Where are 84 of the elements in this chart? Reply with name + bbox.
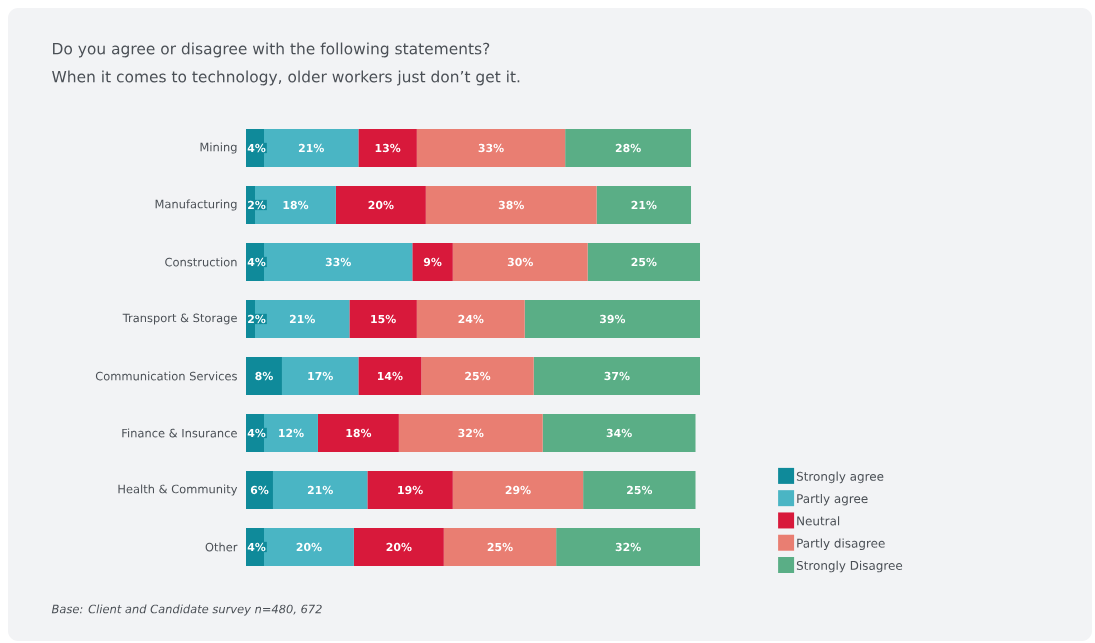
data-label: 28% — [615, 143, 641, 153]
data-label: 4% — [247, 257, 266, 267]
data-label: 21% — [298, 143, 324, 153]
data-label: 20% — [368, 200, 394, 210]
bar — [412, 242, 453, 281]
legend-label: Neutral — [797, 516, 840, 526]
data-label: 2% — [248, 314, 266, 324]
data-label: 32% — [458, 428, 484, 438]
data-label: 18% — [346, 428, 372, 438]
data-label: 20% — [386, 542, 412, 552]
y-tick-label: Transport & Storage — [122, 313, 237, 325]
bar — [452, 242, 588, 281]
data-label: 25% — [631, 257, 657, 267]
bar — [353, 527, 444, 566]
bar — [398, 413, 543, 452]
data-label: 33% — [325, 257, 351, 267]
bar — [587, 242, 701, 281]
data-label: 38% — [498, 200, 524, 210]
chart-subtitle: When it comes to technology, older workers just don’t get it. — [52, 70, 520, 86]
y-tick-label: Construction — [165, 257, 237, 267]
bar — [542, 413, 696, 452]
data-label: 21% — [631, 200, 657, 210]
legend-label: Partly disagree — [797, 538, 885, 551]
data-label: 15% — [371, 314, 396, 324]
bar — [349, 299, 417, 338]
data-label: 25% — [627, 485, 653, 495]
bar — [335, 185, 426, 224]
data-label: 14% — [377, 371, 403, 381]
data-label: 20% — [296, 542, 322, 552]
legend-label: Strongly agree — [796, 471, 884, 484]
bar — [443, 527, 557, 566]
bar — [416, 128, 566, 167]
data-label: 21% — [289, 314, 315, 324]
bar — [272, 470, 368, 509]
data-label: 25% — [487, 542, 513, 552]
y-tick-label: Manufacturing — [155, 199, 237, 211]
data-label: 12% — [279, 428, 304, 438]
y-tick-label: Mining — [200, 142, 237, 154]
data-label: 4% — [247, 428, 266, 438]
data-label: 6% — [250, 485, 269, 495]
bar — [596, 185, 692, 224]
bar — [317, 413, 399, 452]
bar — [452, 470, 584, 509]
data-label: 8% — [255, 371, 273, 381]
bar — [416, 299, 525, 338]
bar — [246, 470, 273, 509]
bar — [358, 356, 422, 395]
data-label: 17% — [308, 371, 333, 381]
data-label: 19% — [398, 485, 423, 495]
data-label: 18% — [283, 200, 309, 210]
text: Base: Client and Candidate survey n=480, 672 — [51, 604, 322, 616]
legend-label: Partly agree — [797, 493, 868, 506]
bar — [425, 185, 597, 224]
data-label: 2% — [248, 200, 266, 210]
bar — [556, 527, 701, 566]
data-label: 34% — [606, 428, 632, 438]
chart-title: Do you agree or disagree with the following statements? — [53, 42, 490, 58]
bar — [421, 356, 534, 395]
data-label: 39% — [599, 314, 626, 324]
bar — [533, 356, 701, 395]
bar — [246, 356, 282, 395]
data-label: 30% — [507, 257, 533, 267]
data-label: 13% — [375, 143, 401, 153]
bar — [281, 356, 359, 395]
bar — [358, 128, 417, 167]
data-label: 4% — [247, 542, 266, 552]
data-label: 21% — [307, 485, 333, 495]
y-tick-label: Health & Community — [118, 484, 238, 496]
bar — [583, 470, 696, 509]
data-label: 25% — [465, 371, 491, 381]
y-tick-label: Finance & Insurance — [122, 428, 237, 438]
data-label: 33% — [478, 143, 504, 153]
data-label: 29% — [505, 485, 531, 495]
y-tick-label: Communication Services — [95, 371, 237, 381]
data-label: 4% — [247, 143, 266, 153]
data-label: 24% — [458, 314, 484, 324]
bar — [367, 470, 453, 509]
data-label: 37% — [604, 371, 630, 381]
legend-label: Strongly Disagree — [796, 560, 903, 573]
bar — [524, 299, 701, 338]
y-tick-label: Other — [205, 542, 238, 552]
bar — [565, 128, 692, 167]
data-label: 9% — [423, 257, 442, 267]
data-label: 32% — [615, 542, 641, 552]
